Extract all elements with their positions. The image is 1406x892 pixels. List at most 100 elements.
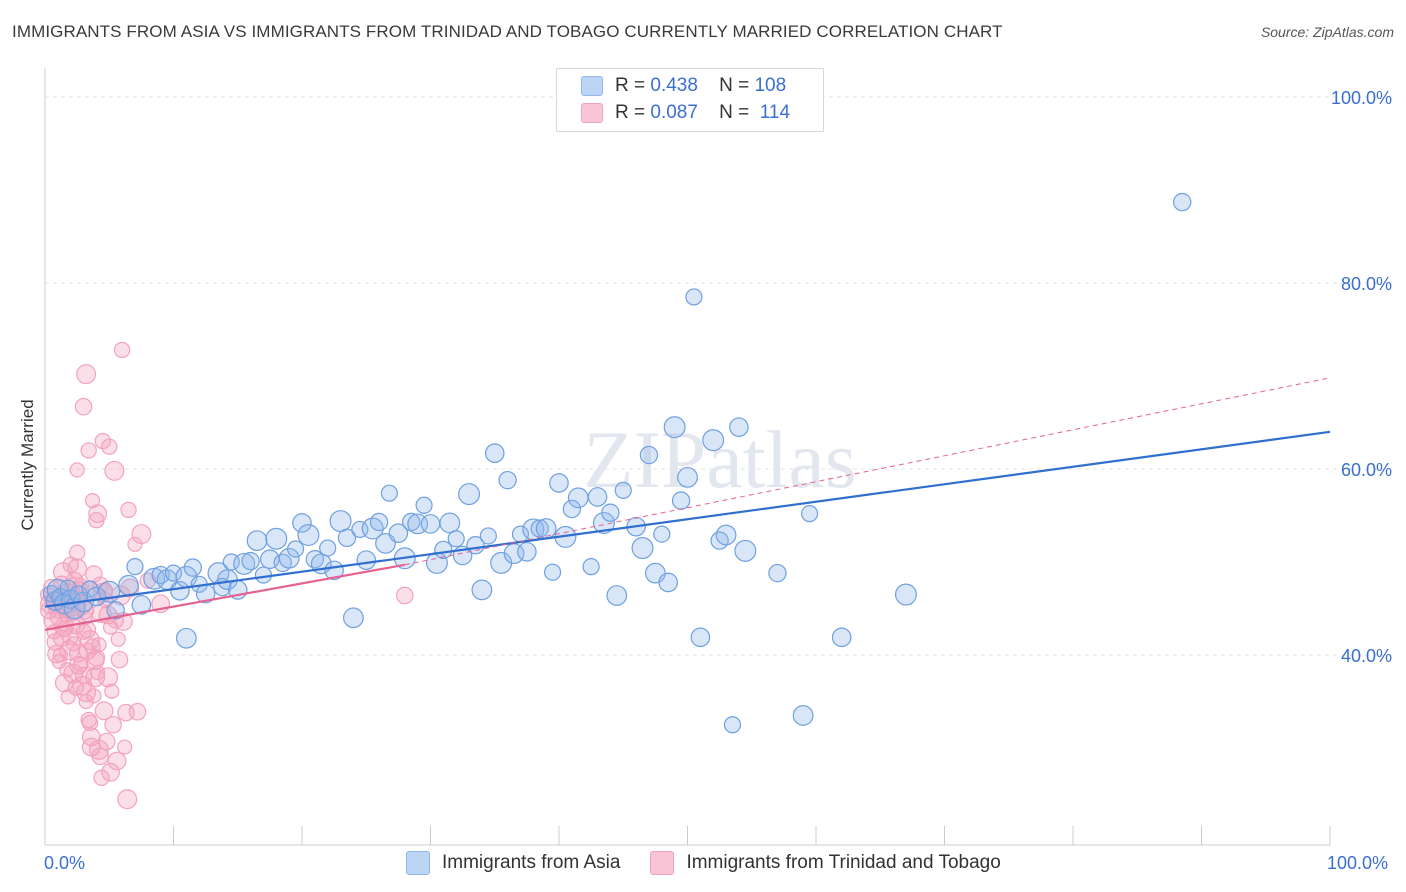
asia-point xyxy=(685,288,703,306)
tt-point xyxy=(88,504,108,524)
asia-point xyxy=(305,550,325,569)
tt-point xyxy=(117,739,133,755)
tt-point xyxy=(74,397,93,416)
tt-point xyxy=(80,442,97,459)
tt-point xyxy=(84,638,101,655)
legend-tt-swatch xyxy=(650,851,675,875)
tt-point xyxy=(104,683,120,699)
asia-point xyxy=(118,574,139,596)
asia-point xyxy=(653,525,671,543)
asia-point xyxy=(278,547,300,569)
asia-point xyxy=(292,513,312,533)
asia-point xyxy=(792,705,814,726)
tt-point xyxy=(395,586,414,605)
legend-item-asia: Immigrants from Asia xyxy=(406,851,620,875)
tt-point xyxy=(94,432,112,450)
asia-point xyxy=(175,627,197,649)
asia-point xyxy=(254,566,273,584)
legend-tt-label: Immigrants from Trinidad and Tobago xyxy=(686,852,1001,873)
asia-point xyxy=(587,487,608,507)
tt-point xyxy=(110,631,126,647)
trend-line-0 xyxy=(44,430,1331,608)
asia-point xyxy=(471,579,493,601)
tt-point xyxy=(67,558,88,579)
trend-lines xyxy=(44,377,1331,631)
stats-legend: R = 0.438 N = 108 R = 0.087 N = 114 xyxy=(556,68,824,132)
tt-point xyxy=(51,653,67,670)
y-tick-label: 60.0% xyxy=(1341,460,1392,480)
asia-point xyxy=(631,537,654,560)
asia-point xyxy=(592,511,615,534)
tt-point xyxy=(104,715,122,734)
legend-asia-label: Immigrants from Asia xyxy=(442,852,621,873)
asia-point xyxy=(543,563,562,581)
tt-point xyxy=(76,682,97,703)
asia-point xyxy=(458,483,481,506)
asia-point xyxy=(1173,192,1192,212)
tt-point xyxy=(120,501,137,519)
asia-point xyxy=(286,540,305,558)
tt-point xyxy=(74,666,93,685)
asia-point xyxy=(246,530,268,552)
trend-line-1 xyxy=(44,563,405,631)
asia-point xyxy=(831,627,852,648)
asia-point xyxy=(356,550,377,570)
asia-point xyxy=(380,484,398,502)
tt-point xyxy=(102,619,119,635)
asia-point xyxy=(729,417,749,437)
tt-point xyxy=(101,438,118,455)
asia-point xyxy=(582,558,600,576)
tt-point xyxy=(68,544,86,561)
legend-asia-swatch xyxy=(406,851,430,875)
tt-point xyxy=(69,462,85,478)
series-legend: Immigrants from Asia Immigrants from Tri… xyxy=(406,851,1031,875)
asia-point xyxy=(562,499,582,519)
tt-point xyxy=(86,688,102,704)
chart-title: IMMIGRANTS FROM ASIA VS IMMIGRANTS FROM … xyxy=(12,22,1003,41)
tt-point xyxy=(67,679,85,696)
tt-point xyxy=(128,702,147,721)
asia-r-label: R = xyxy=(615,75,646,96)
asia-point xyxy=(329,510,352,533)
asia-point xyxy=(723,716,742,734)
asia-point xyxy=(639,445,659,465)
asia-point xyxy=(183,558,202,577)
tt-point xyxy=(104,460,125,481)
asia-point xyxy=(535,518,557,539)
asia-point xyxy=(484,443,505,463)
tt-point xyxy=(85,651,105,670)
tt-n-label: N = xyxy=(719,102,750,123)
asia-point xyxy=(517,541,537,562)
tt-point xyxy=(117,789,138,810)
asia-point xyxy=(388,523,409,543)
asia-point xyxy=(81,580,99,598)
asia-point xyxy=(241,551,260,571)
asia-point xyxy=(337,528,357,548)
asia-point xyxy=(151,565,170,585)
asia-point xyxy=(601,503,620,522)
tt-point xyxy=(101,762,120,782)
y-tick-label: 100.0% xyxy=(1331,88,1392,108)
asia-point xyxy=(126,558,144,576)
asia-point xyxy=(690,627,711,648)
y-tick-label: 80.0% xyxy=(1341,274,1392,294)
asia-point xyxy=(734,539,757,562)
x-tick-max: 100.0% xyxy=(1327,853,1389,873)
tt-point xyxy=(76,364,97,385)
gridlines xyxy=(45,96,1392,656)
tt-point xyxy=(90,665,106,681)
tt-point xyxy=(120,578,140,598)
y-tick-labels: 40.0% 60.0% 80.0% 100.0% xyxy=(1331,88,1392,666)
asia-swatch xyxy=(581,76,603,96)
legend-row-tt: R = 0.087 N = 114 xyxy=(581,100,790,126)
asia-point xyxy=(671,491,691,510)
y-tick-label: 40.0% xyxy=(1341,646,1392,666)
asia-point xyxy=(164,564,183,582)
asia-point xyxy=(658,572,679,593)
asia-point xyxy=(106,601,125,620)
asia-point xyxy=(319,539,337,557)
tt-r-label: R = xyxy=(615,102,646,123)
tt-point xyxy=(127,536,143,552)
tt-n-value: 114 xyxy=(759,102,791,123)
